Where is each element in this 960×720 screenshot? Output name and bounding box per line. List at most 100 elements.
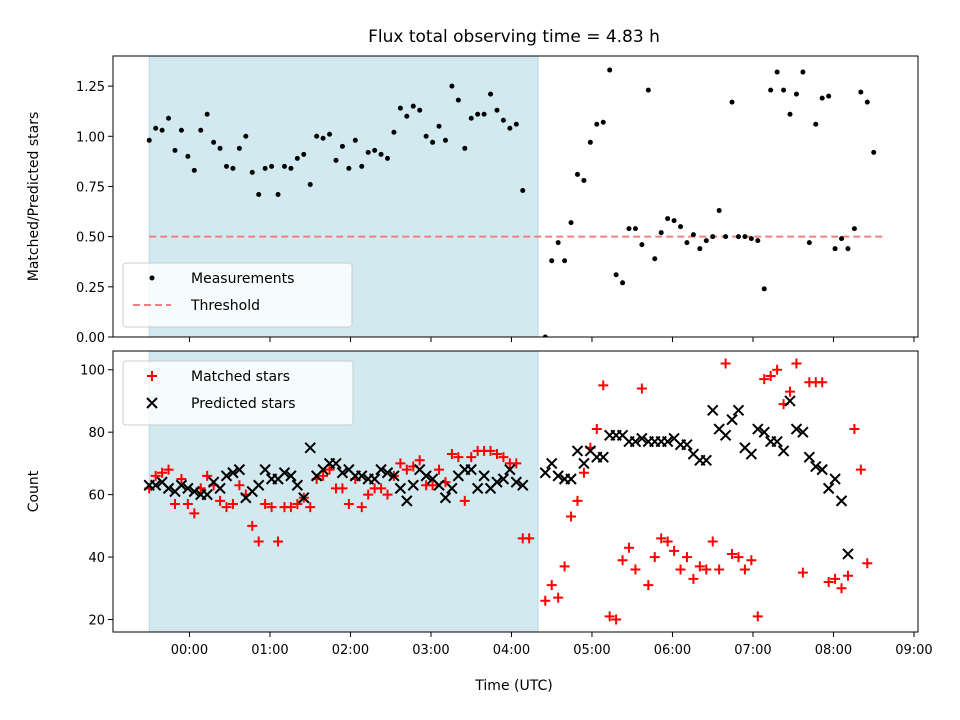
data-point (417, 107, 423, 113)
data-point (217, 145, 223, 151)
data-point (817, 377, 828, 388)
data-point (305, 502, 316, 513)
data-point (832, 246, 838, 252)
data-point (694, 561, 705, 572)
x-tick-label: 01:00 (251, 643, 288, 658)
data-point (269, 163, 275, 169)
x-tick-label: 06:00 (654, 643, 691, 658)
data-point (839, 236, 845, 242)
data-point (578, 457, 590, 470)
data-point (394, 482, 407, 495)
data-point (752, 423, 764, 435)
data-point (810, 460, 822, 473)
data-point (546, 580, 557, 591)
data-point (363, 489, 374, 500)
chart-title: Flux total observing time = 4.83 h (368, 27, 660, 47)
data-point (278, 467, 291, 479)
data-point (410, 103, 416, 109)
y-tick-label: 0.75 (76, 180, 105, 195)
data-point (720, 358, 731, 369)
legend: Matched stars Predicted stars (122, 360, 354, 426)
data-point (632, 226, 638, 232)
data-point (281, 163, 287, 169)
plot-area (143, 358, 873, 625)
data-point (494, 107, 500, 113)
legend: Measurements Threshold (122, 262, 353, 328)
data-point (629, 435, 642, 448)
data-point (787, 111, 793, 117)
data-point (511, 458, 522, 469)
data-point (294, 155, 300, 161)
data-point (727, 548, 738, 559)
x-tick-label: 02:00 (332, 643, 369, 658)
data-point (260, 498, 271, 509)
y-axis-label: Count (26, 470, 42, 512)
data-point (816, 463, 828, 476)
x-tick-label: 07:00 (734, 643, 771, 658)
data-point (761, 286, 767, 292)
data-point (690, 232, 696, 238)
legend-box (122, 262, 353, 328)
data-point (465, 463, 477, 476)
data-point (247, 520, 258, 531)
legend-label: Matched stars (191, 369, 290, 385)
data-point (359, 163, 365, 169)
data-point (346, 165, 352, 171)
data-point (185, 153, 191, 159)
data-point (829, 473, 841, 485)
data-point (224, 163, 230, 169)
axes-frame (112, 350, 919, 633)
data-point (385, 155, 391, 161)
data-point (352, 137, 358, 143)
data-point (318, 470, 329, 481)
data-point (314, 133, 320, 139)
data-point (285, 502, 296, 513)
data-point (858, 89, 864, 95)
data-point (497, 473, 510, 485)
data-point (568, 220, 574, 226)
data-point (500, 117, 506, 123)
data-point (285, 470, 297, 482)
data-point (845, 246, 851, 252)
data-point (498, 452, 509, 463)
data-point (320, 135, 326, 141)
data-point (395, 458, 406, 469)
data-point (146, 137, 152, 143)
data-point (813, 121, 819, 127)
data-point (710, 234, 716, 240)
data-point (433, 479, 445, 491)
data-point (571, 445, 584, 457)
data-point (771, 435, 783, 448)
data-point (697, 246, 703, 252)
y-tick-label: 80 (88, 426, 105, 441)
data-point (581, 177, 587, 183)
data-point (700, 454, 712, 466)
data-point (733, 552, 744, 563)
data-point (204, 111, 210, 117)
data-point (368, 473, 381, 485)
data-point (645, 87, 651, 93)
data-point (243, 133, 249, 139)
data-point (150, 470, 161, 481)
data-point (220, 470, 233, 482)
data-point (707, 404, 719, 417)
data-point (842, 548, 854, 560)
data-point (774, 69, 780, 75)
data-point (291, 479, 304, 491)
data-point (266, 502, 277, 513)
data-point (188, 485, 201, 498)
series-matched-stars (144, 358, 873, 625)
data-point (157, 467, 168, 478)
data-point (822, 482, 835, 495)
data-point (372, 147, 378, 153)
legend-label: Threshold (190, 298, 260, 314)
data-point (249, 169, 255, 175)
data-point (607, 67, 613, 73)
data-point (574, 171, 580, 177)
data-point (333, 157, 339, 163)
data-point (784, 395, 796, 407)
data-point (681, 438, 693, 451)
data-point (378, 151, 384, 157)
data-point (562, 258, 568, 264)
data-point (719, 429, 732, 442)
